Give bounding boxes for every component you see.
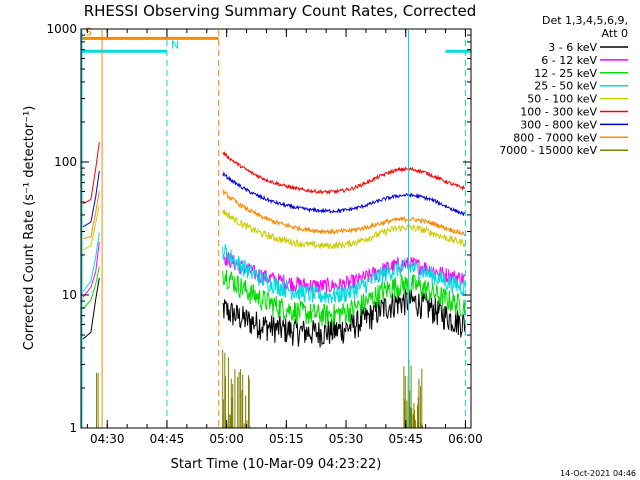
x-tick-label: 04:30 — [90, 432, 125, 446]
marker-lines — [81, 30, 466, 428]
x-tick-label: 05:45 — [388, 432, 423, 446]
x-tick-label: 05:00 — [209, 432, 244, 446]
x-tick-label: 05:15 — [269, 432, 304, 446]
series-trace — [222, 189, 466, 237]
legend-label: 100 - 300 keV — [520, 106, 597, 119]
legend-label: 12 - 25 keV — [534, 67, 597, 80]
series-6-12kev — [82, 241, 466, 298]
series-pre-trace — [82, 241, 100, 298]
series-trace — [222, 244, 466, 304]
x-axis-label: Start Time (10-Mar-09 04:23:22) — [171, 457, 382, 472]
series-trace — [222, 349, 423, 428]
x-axis: 04:30 04:45 05:00 05:15 05:30 05:45 06:00 — [86, 29, 483, 446]
legend-header-attenuator: Att 0 — [602, 27, 628, 40]
series-25-50kev — [82, 232, 466, 304]
legend-label: 50 - 100 keV — [527, 93, 597, 106]
legend-label: 25 - 50 keV — [534, 80, 597, 93]
y-axis-label: Corrected Count Rate (s⁻¹ detector⁻¹) — [22, 106, 37, 351]
interval-bands: SN — [81, 25, 471, 53]
legend-label: 800 - 7000 keV — [513, 131, 597, 144]
legend-label: 300 - 800 keV — [520, 118, 597, 131]
x-tick-label: 05:30 — [329, 432, 364, 446]
series-50-100kev — [82, 204, 466, 251]
x-tick-label: 04:45 — [150, 432, 185, 446]
y-tick-label: 10 — [62, 288, 77, 302]
series-7000-15000kev — [96, 349, 423, 428]
series-pre-trace — [82, 232, 100, 292]
series-pre-trace — [82, 266, 100, 310]
series-trace — [222, 288, 466, 348]
series-pre-trace — [82, 191, 100, 240]
date-stamp: 14-Oct-2021 04:46 — [560, 469, 636, 478]
y-tick-label: 1000 — [46, 22, 77, 36]
series-800-7000kev — [82, 189, 466, 240]
series-trace — [222, 150, 466, 196]
plot-frame — [80, 28, 472, 429]
series-12-25kev — [82, 266, 466, 327]
series-pre-trace — [82, 277, 100, 340]
series-trace — [222, 171, 466, 217]
y-tick-label: 1 — [69, 421, 77, 435]
y-tick-label: 100 — [54, 155, 77, 169]
series-300-800kev — [82, 170, 466, 228]
series-100-300kev — [82, 142, 466, 205]
y-axis: 1 10 100 1000 — [46, 22, 471, 435]
series-trace — [222, 209, 466, 250]
x-tick-label: 06:00 — [448, 432, 483, 446]
interval-label-N: N — [171, 38, 179, 51]
chart-title: RHESSI Observing Summary Count Rates, Co… — [84, 2, 477, 20]
series-trace — [222, 251, 466, 295]
series-trace — [222, 269, 466, 327]
interval-label-S: S — [85, 25, 92, 38]
series-pre-trace — [82, 204, 100, 251]
series-pre-trace — [82, 170, 100, 228]
legend-header-detectors: Det 1,3,4,5,6,9, — [542, 14, 628, 27]
legend-label: 7000 - 15000 keV — [499, 144, 597, 157]
legend-label: 3 - 6 keV — [548, 41, 597, 54]
series-pre-trace — [82, 142, 100, 205]
legend-label: 6 - 12 keV — [541, 54, 597, 67]
data-traces — [82, 142, 466, 428]
series-3-6kev — [82, 277, 466, 348]
